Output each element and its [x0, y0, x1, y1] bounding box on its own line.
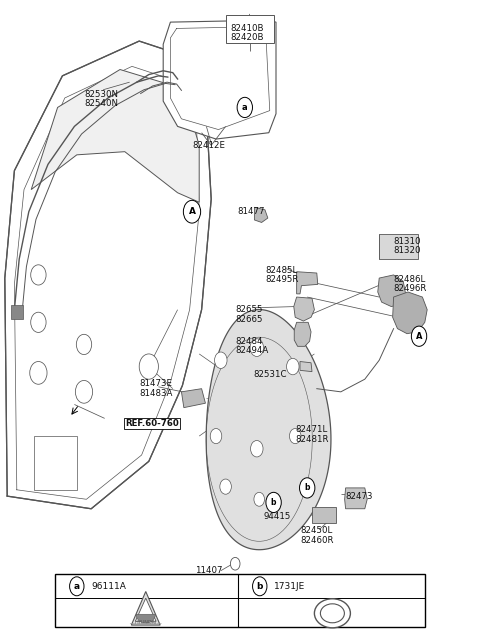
Ellipse shape: [321, 604, 344, 623]
Text: 82450L: 82450L: [300, 526, 332, 535]
Text: 82481R: 82481R: [295, 435, 329, 444]
Text: REF.60-760: REF.60-760: [125, 419, 179, 428]
Bar: [11, 305, 23, 319]
Polygon shape: [132, 592, 160, 625]
Text: 81320: 81320: [394, 246, 421, 255]
Polygon shape: [294, 297, 314, 321]
Text: 82496R: 82496R: [394, 284, 427, 293]
Text: 82484: 82484: [235, 337, 263, 346]
FancyBboxPatch shape: [55, 574, 425, 627]
Text: 94415: 94415: [263, 512, 290, 521]
Bar: [226, 15, 274, 43]
Text: 82486L: 82486L: [394, 275, 426, 284]
Text: 82420B: 82420B: [230, 33, 264, 42]
Polygon shape: [136, 614, 156, 623]
Text: 82540N: 82540N: [84, 99, 118, 108]
Text: 82495R: 82495R: [265, 276, 299, 284]
Text: b: b: [257, 582, 263, 591]
Polygon shape: [379, 234, 418, 259]
Text: a: a: [242, 103, 248, 112]
Circle shape: [31, 265, 46, 285]
Polygon shape: [393, 292, 427, 334]
Text: 82471L: 82471L: [295, 425, 327, 434]
Polygon shape: [34, 436, 77, 490]
Circle shape: [76, 334, 92, 355]
Circle shape: [300, 478, 315, 498]
Text: 82531C: 82531C: [253, 370, 287, 379]
Text: 11407: 11407: [195, 566, 223, 575]
Text: 1731JE: 1731JE: [274, 582, 305, 591]
Circle shape: [183, 200, 201, 223]
Circle shape: [266, 492, 281, 513]
Ellipse shape: [314, 599, 350, 628]
Circle shape: [230, 557, 240, 570]
Polygon shape: [297, 272, 318, 294]
Circle shape: [251, 441, 263, 457]
Polygon shape: [254, 207, 268, 222]
Text: 82473: 82473: [346, 492, 373, 501]
Circle shape: [254, 492, 264, 506]
Polygon shape: [5, 41, 211, 509]
Polygon shape: [300, 362, 312, 372]
Polygon shape: [31, 70, 199, 202]
Text: b: b: [271, 498, 276, 507]
Text: 82460R: 82460R: [300, 536, 334, 545]
Text: 82410B: 82410B: [230, 24, 264, 33]
Text: 82655: 82655: [235, 305, 263, 314]
Text: A: A: [416, 332, 422, 341]
Text: 82494A: 82494A: [235, 346, 268, 355]
Polygon shape: [163, 20, 276, 139]
Text: HYUNDAI: HYUNDAI: [134, 620, 157, 625]
Circle shape: [30, 362, 47, 384]
Polygon shape: [378, 275, 406, 307]
Polygon shape: [206, 310, 331, 550]
Circle shape: [411, 326, 427, 346]
Circle shape: [70, 577, 84, 596]
Polygon shape: [294, 322, 311, 346]
Text: 82485L: 82485L: [265, 266, 298, 275]
Circle shape: [210, 428, 222, 444]
Polygon shape: [345, 488, 367, 509]
Circle shape: [139, 354, 158, 379]
Text: 96111A: 96111A: [91, 582, 126, 591]
Text: 82665: 82665: [235, 315, 263, 324]
Circle shape: [289, 428, 301, 444]
Text: 81477: 81477: [238, 207, 265, 216]
Text: 81483A: 81483A: [139, 389, 173, 398]
Circle shape: [75, 380, 93, 403]
Text: a: a: [74, 582, 80, 591]
Circle shape: [237, 97, 252, 118]
Text: 81310: 81310: [394, 237, 421, 246]
Circle shape: [31, 312, 46, 332]
Circle shape: [250, 339, 264, 356]
Polygon shape: [312, 507, 336, 523]
Circle shape: [287, 358, 299, 375]
Text: 82412E: 82412E: [192, 141, 225, 150]
Polygon shape: [181, 389, 205, 408]
Text: A: A: [189, 207, 195, 216]
Circle shape: [215, 352, 227, 368]
Circle shape: [252, 577, 267, 596]
Text: b: b: [304, 483, 310, 492]
Text: 82530N: 82530N: [84, 90, 118, 99]
Text: ─────────────: ─────────────: [130, 622, 162, 626]
Circle shape: [220, 479, 231, 494]
Text: 81473E: 81473E: [139, 379, 172, 388]
Polygon shape: [135, 598, 156, 621]
